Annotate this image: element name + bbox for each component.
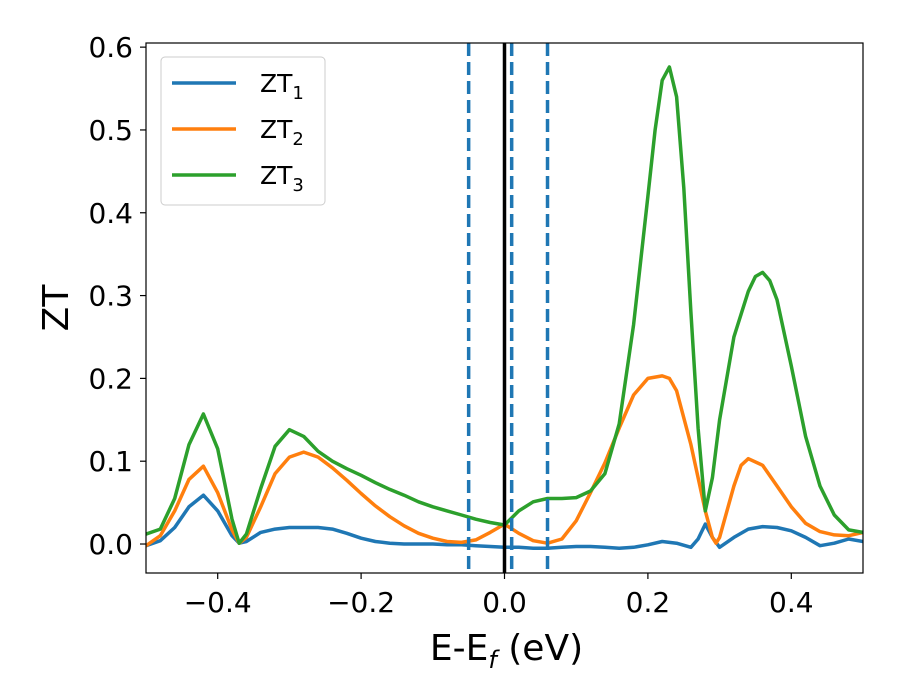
y-tick-label: 0.4 [88, 197, 133, 230]
legend: ZT1 ZT2 ZT3 [160, 56, 326, 206]
legend-label-zt3: ZT3 [260, 161, 304, 196]
y-axis-label: ZT [36, 284, 77, 332]
x-tick-label: 0.4 [769, 586, 814, 619]
legend-label-zt1: ZT1 [260, 69, 304, 104]
y-ticks: 0.0 0.1 0.2 0.3 0.4 0.5 0.6 [88, 31, 146, 561]
y-tick-label: 0.6 [88, 31, 133, 64]
series-line-zt3 [146, 65, 863, 545]
x-ticks: −0.4 −0.2 0.0 0.2 0.4 [184, 573, 814, 619]
vertical-lines-layer [466, 43, 550, 573]
y-tick-label: 0.0 [88, 528, 133, 561]
series-line-zt2 [146, 374, 863, 548]
x-tick-label: −0.2 [327, 586, 395, 619]
y-tick-label: 0.5 [88, 114, 133, 147]
x-axis-label: E-Ef (eV) [430, 628, 583, 674]
y-tick-label: 0.2 [88, 362, 133, 395]
x-tick-label: 0.0 [482, 586, 527, 619]
y-tick-label: 0.1 [88, 445, 133, 478]
x-tick-label: −0.4 [184, 586, 252, 619]
x-tick-label: 0.2 [626, 586, 671, 619]
legend-label-zt2: ZT2 [260, 115, 304, 150]
y-tick-label: 0.3 [88, 280, 133, 313]
legend-box [160, 56, 326, 206]
